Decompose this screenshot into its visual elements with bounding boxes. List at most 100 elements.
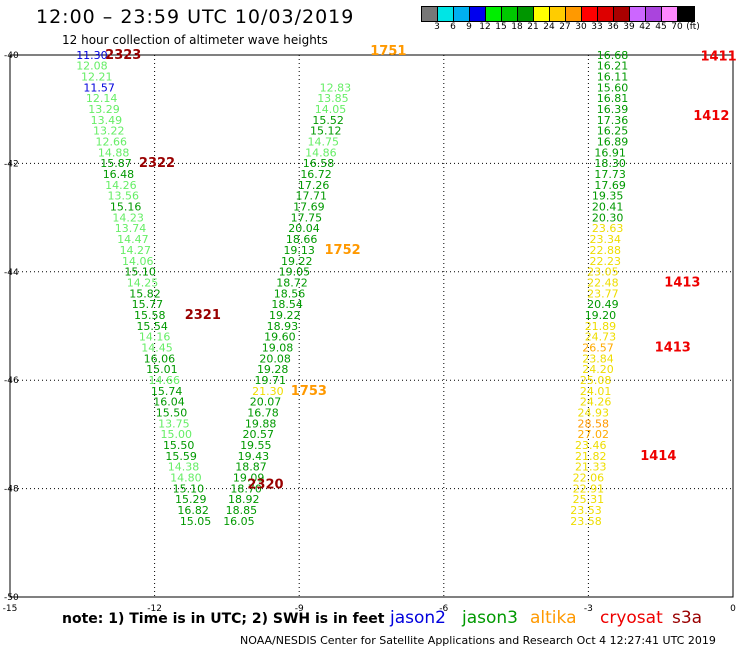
wave-height-value: 25.08 <box>580 374 612 387</box>
wave-height-value: 19.08 <box>262 341 294 354</box>
y-tick-label: -40 <box>4 51 19 61</box>
wave-height-value: 15.52 <box>312 114 344 127</box>
pass-time-label: 1412 <box>693 109 729 124</box>
legend-altika: altika <box>530 608 577 628</box>
colorbar-swatch <box>630 7 646 21</box>
colorbar-label: 36 <box>607 22 619 32</box>
wave-height-value: 24.73 <box>585 331 617 344</box>
pass-time-label: 2320 <box>247 478 283 493</box>
wave-height-value: 19.71 <box>255 374 287 387</box>
y-tick-label: -42 <box>4 159 19 169</box>
wave-height-value: 21.89 <box>585 320 617 333</box>
wave-height-value: 18.66 <box>286 233 318 246</box>
wave-height-value: 26.57 <box>582 341 614 354</box>
wave-height-value: 16.58 <box>303 157 335 170</box>
chart-title: 12:00 – 23:59 UTC 10/03/2019 <box>36 6 355 28</box>
colorbar-swatch <box>454 7 470 21</box>
colorbar-swatch <box>662 7 678 21</box>
chart-subtitle: 12 hour collection of altimeter wave hei… <box>62 33 328 47</box>
colorbar-swatch <box>550 7 566 21</box>
wave-height-value: 18.92 <box>228 493 260 506</box>
wave-height-value: 17.69 <box>594 179 626 192</box>
wave-height-value: 22.88 <box>590 244 622 257</box>
pass-time-label: 2323 <box>105 48 141 63</box>
wave-height-value: 19.28 <box>257 363 289 376</box>
wave-height-value: 19.43 <box>238 450 270 463</box>
wave-height-value: 19.20 <box>585 309 617 322</box>
colorbar-swatch <box>534 7 550 21</box>
wave-height-value: 19.05 <box>279 266 311 279</box>
legend-jason2: jason2 <box>390 608 446 628</box>
wave-height-value: 24.20 <box>582 363 614 376</box>
wave-height-value: 15.29 <box>175 493 207 506</box>
wave-height-value: 19.22 <box>269 309 301 322</box>
wave-height-value: 12.83 <box>320 81 352 94</box>
colorbar-label: 24 <box>543 22 555 32</box>
wave-height-value: 16.89 <box>597 136 629 149</box>
wave-height-value: 16.81 <box>597 92 629 105</box>
wave-height-value: 19.22 <box>281 255 313 268</box>
wave-height-value: 21.82 <box>575 450 607 463</box>
wave-height-value: 14.75 <box>308 136 340 149</box>
plot-frame <box>9 54 734 598</box>
wave-height-value: 17.26 <box>298 179 330 192</box>
wave-height-value: 12.08 <box>76 60 108 73</box>
wave-height-value: 13.22 <box>93 125 125 138</box>
wave-height-value: 14.05 <box>315 103 347 116</box>
wave-height-value: 16.06 <box>144 352 176 365</box>
wave-height-value: 14.06 <box>122 255 154 268</box>
wave-height-value: 18.30 <box>594 157 626 170</box>
wave-height-value: 23.58 <box>570 515 602 528</box>
wave-height-value: 12.21 <box>81 70 113 83</box>
colorbar-swatch <box>502 7 518 21</box>
wave-height-value: 18.72 <box>276 276 308 289</box>
colorbar-swatch <box>614 7 630 21</box>
wave-height-value: 15.10 <box>124 266 156 279</box>
wave-height-value: 16.91 <box>594 146 626 159</box>
wave-height-value: 24.01 <box>580 385 612 398</box>
colorbar-label: 30 <box>575 22 587 32</box>
wave-height-value: 23.84 <box>582 352 614 365</box>
wave-height-value: 12.14 <box>86 92 118 105</box>
wave-height-value: 16.25 <box>597 125 629 138</box>
wave-height-value: 25.31 <box>573 493 605 506</box>
wave-height-value: 16.11 <box>597 70 629 83</box>
wave-height-value: 16.21 <box>597 60 629 73</box>
colorbar-label: 33 <box>591 22 603 32</box>
wave-height-value: 19.13 <box>283 244 315 257</box>
colorbar-label: 12 <box>479 22 491 32</box>
wave-height-value: 15.05 <box>180 515 212 528</box>
wave-height-value: 15.12 <box>310 125 342 138</box>
wave-height-value: 22.06 <box>573 472 605 485</box>
wave-height-value: 12.66 <box>95 136 127 149</box>
wave-height-value: 16.48 <box>103 168 135 181</box>
wave-height-value: 14.38 <box>168 461 200 474</box>
wave-height-value: 18.85 <box>226 504 258 517</box>
wave-height-value: 14.26 <box>105 179 137 192</box>
wave-height-value: 15.00 <box>161 428 193 441</box>
legend-cryosat: cryosat <box>600 608 663 628</box>
wave-height-value: 16.78 <box>247 407 279 420</box>
wave-height-value: 15.77 <box>132 298 164 311</box>
x-tick-label: -12 <box>147 604 162 614</box>
legend-s3a: s3a <box>672 608 703 628</box>
colorbar-swatch <box>470 7 486 21</box>
wave-height-value: 15.16 <box>110 201 142 214</box>
wave-height-value: 14.45 <box>141 341 173 354</box>
wave-height-value: 16.39 <box>597 103 629 116</box>
wave-height-value: 15.60 <box>597 81 629 94</box>
wave-height-value: 14.16 <box>139 331 171 344</box>
colorbar-swatch <box>646 7 662 21</box>
wave-height-value: 23.77 <box>587 287 619 300</box>
wave-height-value: 13.75 <box>158 417 190 430</box>
wave-height-value: 14.47 <box>117 233 149 246</box>
wave-height-value: 13.49 <box>91 114 123 127</box>
colorbar <box>421 6 695 22</box>
colorbar-label: 39 <box>623 22 635 32</box>
y-tick-label: -46 <box>4 376 19 386</box>
wave-height-value: 18.87 <box>235 461 267 474</box>
colorbar-swatch <box>438 7 454 21</box>
y-tick-label: -44 <box>4 268 19 278</box>
colorbar-swatch <box>518 7 534 21</box>
